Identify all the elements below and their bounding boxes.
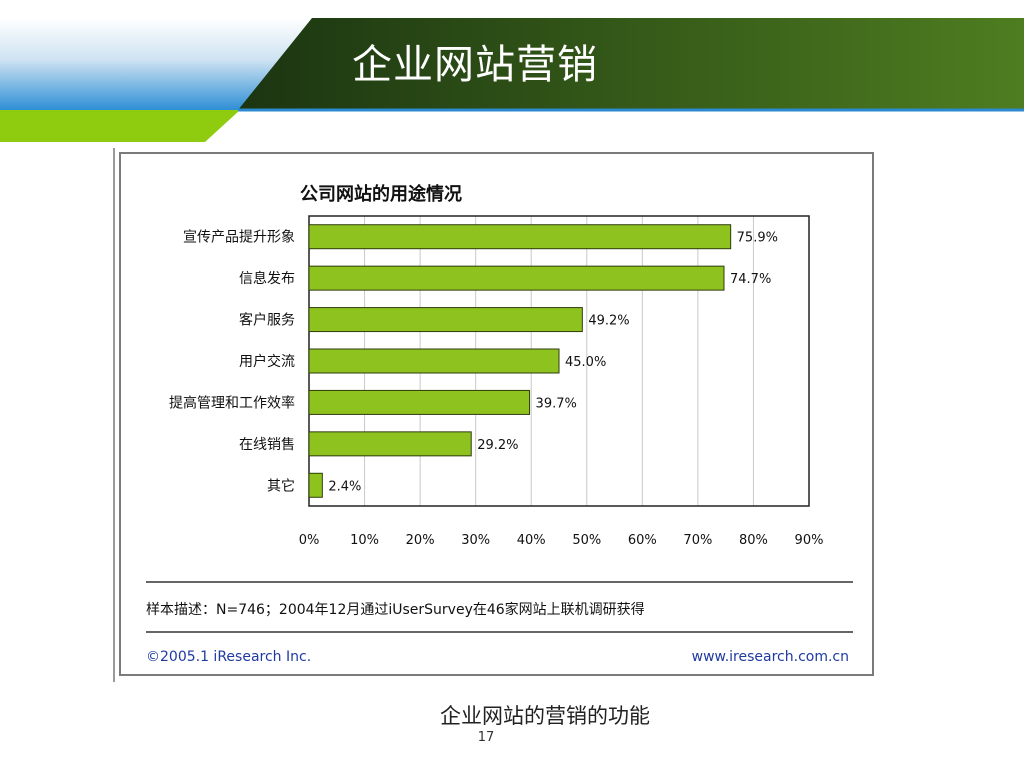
footnote: 样本描述：N=746；2004年12月通过iUserSurvey在46家网站上联… — [146, 601, 645, 618]
chart-frame-line — [113, 148, 878, 682]
bar — [308, 224, 732, 250]
category-label: 客户服务 — [239, 312, 295, 329]
x-tick-label: 80% — [739, 533, 768, 548]
bar-chart: 公司网站的用途情况 宣传产品提升形象信息发布客户服务用户交流提高管理和工作效率在… — [146, 183, 853, 665]
copyright: ©2005.1 iResearch Inc. — [146, 649, 311, 665]
title-band — [238, 18, 1024, 110]
x-tick-label: 60% — [628, 533, 657, 548]
value-label: 39.7% — [536, 396, 577, 411]
bar — [308, 389, 531, 415]
value-label: 74.7% — [730, 272, 771, 287]
chart-title: 公司网站的用途情况 — [300, 183, 462, 205]
value-label: 49.2% — [588, 314, 629, 329]
value-labels: 75.9% 74.7% 49.2% 45.0% 39.7% 29.2% 2.4% — [328, 231, 778, 495]
x-tick-label: 20% — [406, 533, 435, 548]
category-label: 其它 — [267, 477, 295, 494]
x-tick-label: 50% — [572, 533, 601, 548]
chart-panel: 公司网站的用途情况 宣传产品提升形象信息发布客户服务用户交流提高管理和工作效率在… — [119, 152, 874, 676]
value-label: 29.2% — [477, 438, 518, 453]
bar — [308, 431, 472, 457]
value-label: 75.9% — [737, 231, 778, 246]
website: www.iresearch.com.cn — [692, 649, 849, 665]
x-tick-label: 0% — [299, 533, 320, 548]
bar — [308, 348, 560, 374]
slide-caption: 企业网站的营销的功能 — [440, 704, 650, 728]
lime-stripe — [0, 110, 240, 142]
category-label: 宣传产品提升形象 — [183, 230, 295, 246]
x-tick-labels: 0% 10% 20% 30% 40% 50% 60% 70% 80% 90% — [299, 533, 824, 548]
category-label: 信息发布 — [239, 270, 295, 287]
bar — [308, 472, 323, 498]
slide-title: 企业网站营销 — [352, 42, 598, 88]
header-graphic — [0, 18, 1024, 142]
header-banner: 企业网站营销 — [0, 0, 1024, 150]
category-label: 用户交流 — [239, 353, 295, 370]
x-tick-label: 90% — [795, 533, 824, 548]
x-tick-label: 10% — [350, 533, 379, 548]
page-number: 17 — [477, 730, 495, 745]
category-label: 在线销售 — [239, 437, 295, 453]
x-tick-label: 40% — [517, 533, 546, 548]
value-label: 2.4% — [328, 479, 361, 494]
x-tick-label: 70% — [683, 533, 712, 548]
x-tick-label: 30% — [461, 533, 490, 548]
bars-group — [308, 224, 732, 498]
bar — [308, 307, 583, 333]
value-label: 45.0% — [565, 355, 606, 370]
category-label: 提高管理和工作效率 — [169, 394, 295, 411]
bar — [308, 265, 725, 291]
